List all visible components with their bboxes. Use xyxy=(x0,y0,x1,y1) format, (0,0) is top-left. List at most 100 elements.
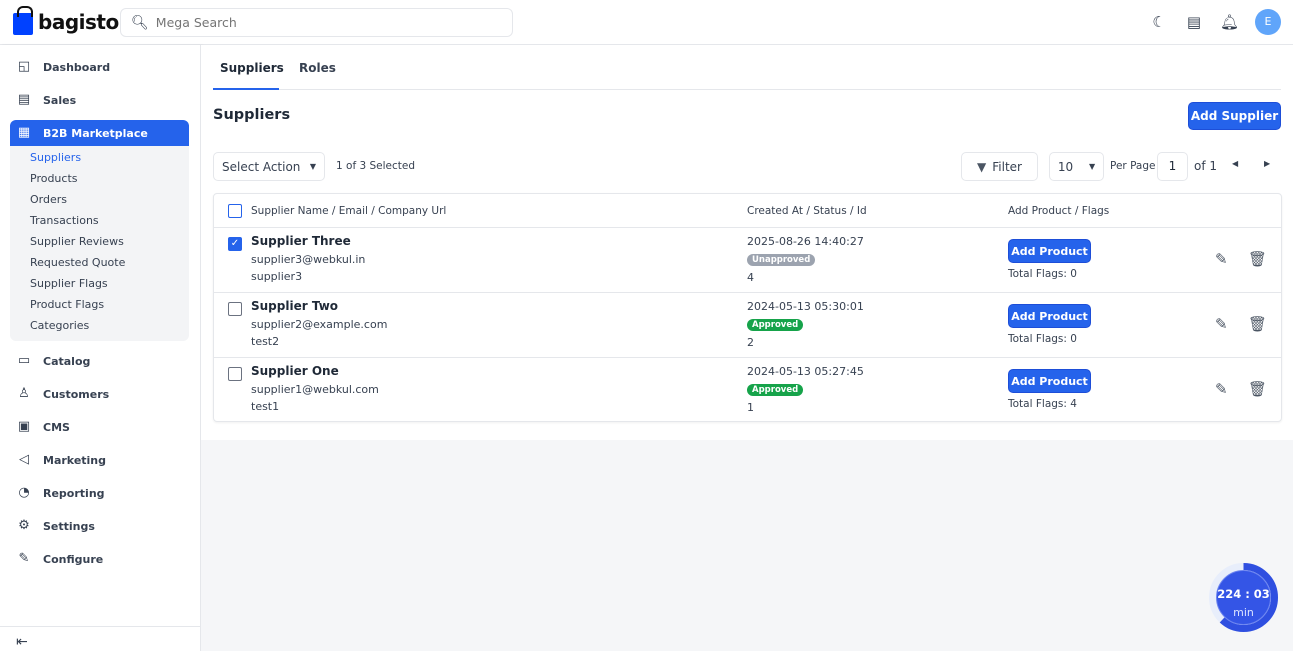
header-supplier: Supplier Name / Email / Company Url xyxy=(251,205,447,217)
created-at: 2025-08-26 14:40:27 xyxy=(747,235,864,248)
filter-button[interactable]: ▼ Filter xyxy=(961,152,1038,181)
row-checkbox[interactable] xyxy=(228,302,242,316)
company-url: supplier3 xyxy=(251,270,303,283)
sidebar-item-marketing[interactable]: ◁ Marketing xyxy=(10,447,189,473)
submenu-product-flags[interactable]: Product Flags xyxy=(30,298,105,311)
per-page-select[interactable]: 10 ▼ xyxy=(1049,152,1104,181)
supplier-id: 4 xyxy=(747,271,754,284)
sidebar-item-sales[interactable]: ▤ Sales xyxy=(17,92,77,107)
avatar[interactable]: E xyxy=(1255,9,1281,35)
sidebar-item-settings[interactable]: ⚙ Settings xyxy=(10,513,189,539)
b2b-submenu xyxy=(10,146,189,341)
bagisto-logo[interactable]: bagisto xyxy=(13,6,119,35)
table-row: ✓ Supplier Three supplier3@webkul.in sup… xyxy=(214,228,1281,293)
wrench-icon: ✎ xyxy=(18,551,30,566)
supplier-email: supplier3@webkul.in xyxy=(251,253,366,266)
tab-roles[interactable]: Roles xyxy=(299,61,336,75)
page-input[interactable]: 1 xyxy=(1157,152,1188,181)
add-supplier-button[interactable]: Add Supplier xyxy=(1188,102,1281,130)
session-timer: 224 : 03 min xyxy=(1209,563,1278,632)
caret-down-icon: ▼ xyxy=(309,162,316,171)
sidebar-item-b2b-marketplace[interactable]: ▦ B2B Marketplace xyxy=(10,120,189,146)
supplier-email: supplier1@webkul.com xyxy=(251,383,379,396)
table-row: Supplier Two supplier2@example.com test2… xyxy=(214,293,1281,358)
search-input[interactable] xyxy=(155,15,496,30)
supplier-id: 1 xyxy=(747,401,754,414)
submenu-requested-quote[interactable]: Requested Quote xyxy=(30,256,126,269)
timer-face xyxy=(1216,570,1271,625)
suppliers-table: Supplier Name / Email / Company Url Crea… xyxy=(213,193,1282,422)
main-content: Suppliers Roles Suppliers Add Supplier S… xyxy=(201,45,1293,651)
next-page-icon[interactable]: ▶ xyxy=(1264,159,1271,168)
mega-search[interactable]: 🔍︎ xyxy=(120,8,513,37)
total-flags: Total Flags: 0 xyxy=(1008,268,1077,280)
add-product-button[interactable]: Add Product xyxy=(1008,304,1091,328)
catalog-icon: ▭ xyxy=(17,353,31,368)
add-product-button[interactable]: Add Product xyxy=(1008,239,1091,263)
header-add-product: Add Product / Flags xyxy=(1008,205,1110,217)
status-badge: Approved xyxy=(747,384,804,396)
submenu-categories[interactable]: Categories xyxy=(30,319,90,332)
dark-mode-icon[interactable]: ☾ xyxy=(1152,13,1166,31)
submenu-transactions[interactable]: Transactions xyxy=(30,214,99,227)
submenu-orders[interactable]: Orders xyxy=(30,193,67,206)
trash-icon[interactable]: 🗑︎ xyxy=(1248,380,1268,398)
trash-icon[interactable]: 🗑︎ xyxy=(1248,315,1268,333)
dashboard-icon: ◱ xyxy=(17,59,31,74)
sidebar-item-catalog[interactable]: ▭ Catalog xyxy=(17,353,91,368)
reporting-icon: ◔ xyxy=(18,485,30,500)
select-all-checkbox[interactable] xyxy=(228,204,242,218)
store-icon: ▦ xyxy=(17,125,31,140)
submenu-supplier-reviews[interactable]: Supplier Reviews xyxy=(30,235,124,248)
sidebar-item-customers[interactable]: ♙ Customers xyxy=(10,381,189,407)
total-flags: Total Flags: 0 xyxy=(1008,333,1077,345)
bell-icon[interactable]: 🔔︎ xyxy=(1220,13,1240,31)
edit-icon[interactable]: ✎ xyxy=(1215,315,1228,333)
sidebar: ◱ Dashboard ▤ Sales ▦ B2B Marketplace Suppl… xyxy=(0,45,201,651)
row-checkbox[interactable] xyxy=(228,367,242,381)
storefront-icon[interactable]: ▤ xyxy=(1186,13,1202,31)
megaphone-icon: ◁ xyxy=(19,452,29,467)
selected-count: 1 of 3 Selected xyxy=(336,160,416,172)
header-created: Created At / Status / Id xyxy=(747,205,867,217)
supplier-name: Supplier Two xyxy=(251,299,339,313)
sidebar-item-configure[interactable]: ✎ Configure xyxy=(10,546,189,572)
search-icon: 🔍︎ xyxy=(131,14,149,31)
table-row: Supplier One supplier1@webkul.com test1 … xyxy=(214,358,1281,423)
timer-unit: min xyxy=(1233,606,1254,619)
submenu-supplier-flags[interactable]: Supplier Flags xyxy=(30,277,108,290)
add-product-button[interactable]: Add Product xyxy=(1008,369,1091,393)
select-action-dropdown[interactable]: Select Action ▼ xyxy=(213,152,325,181)
supplier-id: 2 xyxy=(747,336,754,349)
status-badge: Approved xyxy=(747,319,804,331)
table-header: Supplier Name / Email / Company Url Crea… xyxy=(214,194,1281,228)
gear-icon: ⚙ xyxy=(18,518,30,533)
per-page-label: Per Page xyxy=(1110,160,1156,172)
row-checkbox[interactable]: ✓ xyxy=(228,237,242,251)
sidebar-item-dashboard[interactable]: ◱ Dashboard xyxy=(17,59,111,74)
collapse-sidebar-button[interactable]: ⇤ xyxy=(0,626,200,651)
bag-icon xyxy=(13,6,33,35)
total-flags: Total Flags: 4 xyxy=(1008,398,1077,410)
active-tab-indicator xyxy=(213,88,279,90)
top-header: bagisto 🔍︎ ☾ ▤ 🔔︎ E xyxy=(0,0,1293,45)
page-total: of 1 xyxy=(1194,159,1218,173)
edit-icon[interactable]: ✎ xyxy=(1215,380,1228,398)
created-at: 2024-05-13 05:30:01 xyxy=(747,300,864,313)
funnel-icon: ▼ xyxy=(977,159,987,174)
status-badge: Unapproved xyxy=(747,254,816,266)
submenu-products[interactable]: Products xyxy=(30,172,78,185)
timer-progress xyxy=(1209,563,1278,632)
cms-icon: ▣ xyxy=(17,419,31,434)
submenu-suppliers[interactable]: Suppliers xyxy=(30,151,82,164)
timer-time: 224 : 03 xyxy=(1217,587,1270,601)
sidebar-item-cms[interactable]: ▣ CMS xyxy=(17,419,70,434)
trash-icon[interactable]: 🗑︎ xyxy=(1248,250,1268,268)
tab-suppliers[interactable]: Suppliers xyxy=(220,61,284,75)
edit-icon[interactable]: ✎ xyxy=(1215,250,1228,268)
prev-page-icon[interactable]: ◀ xyxy=(1232,159,1239,168)
sidebar-item-reporting[interactable]: ◔ Reporting xyxy=(10,480,189,506)
supplier-name: Supplier Three xyxy=(251,234,351,248)
collapse-icon: ⇤ xyxy=(16,634,28,650)
sales-icon: ▤ xyxy=(17,92,31,107)
